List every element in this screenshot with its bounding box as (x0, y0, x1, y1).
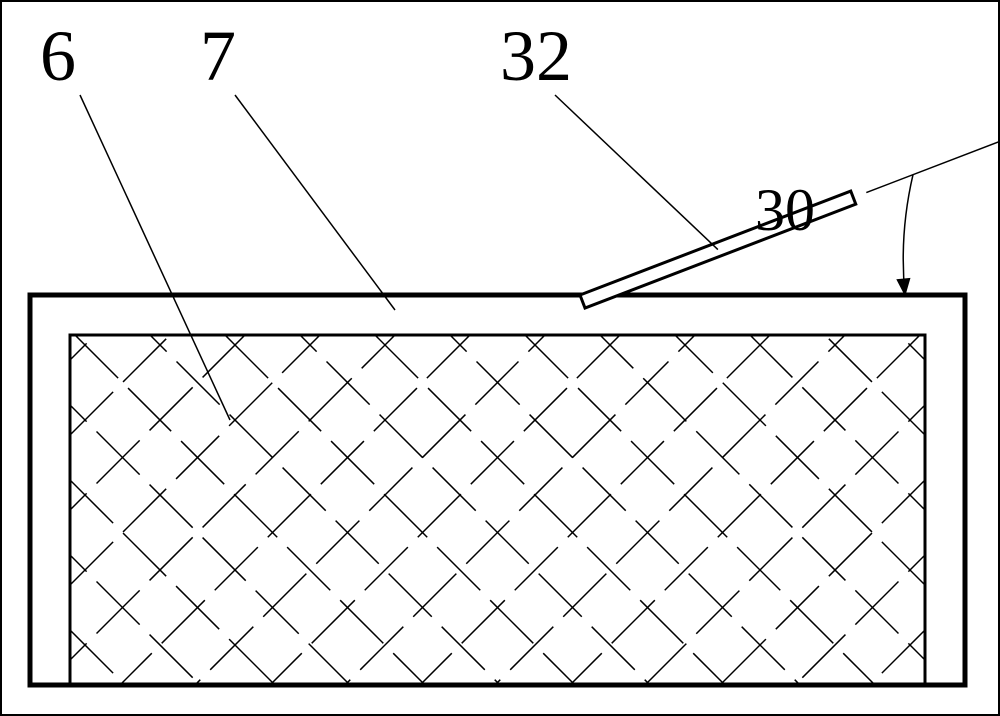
angle-label: 30 (755, 177, 815, 243)
label-6: 6 (40, 16, 76, 96)
label-7: 7 (200, 16, 236, 96)
label-32: 32 (500, 16, 572, 96)
